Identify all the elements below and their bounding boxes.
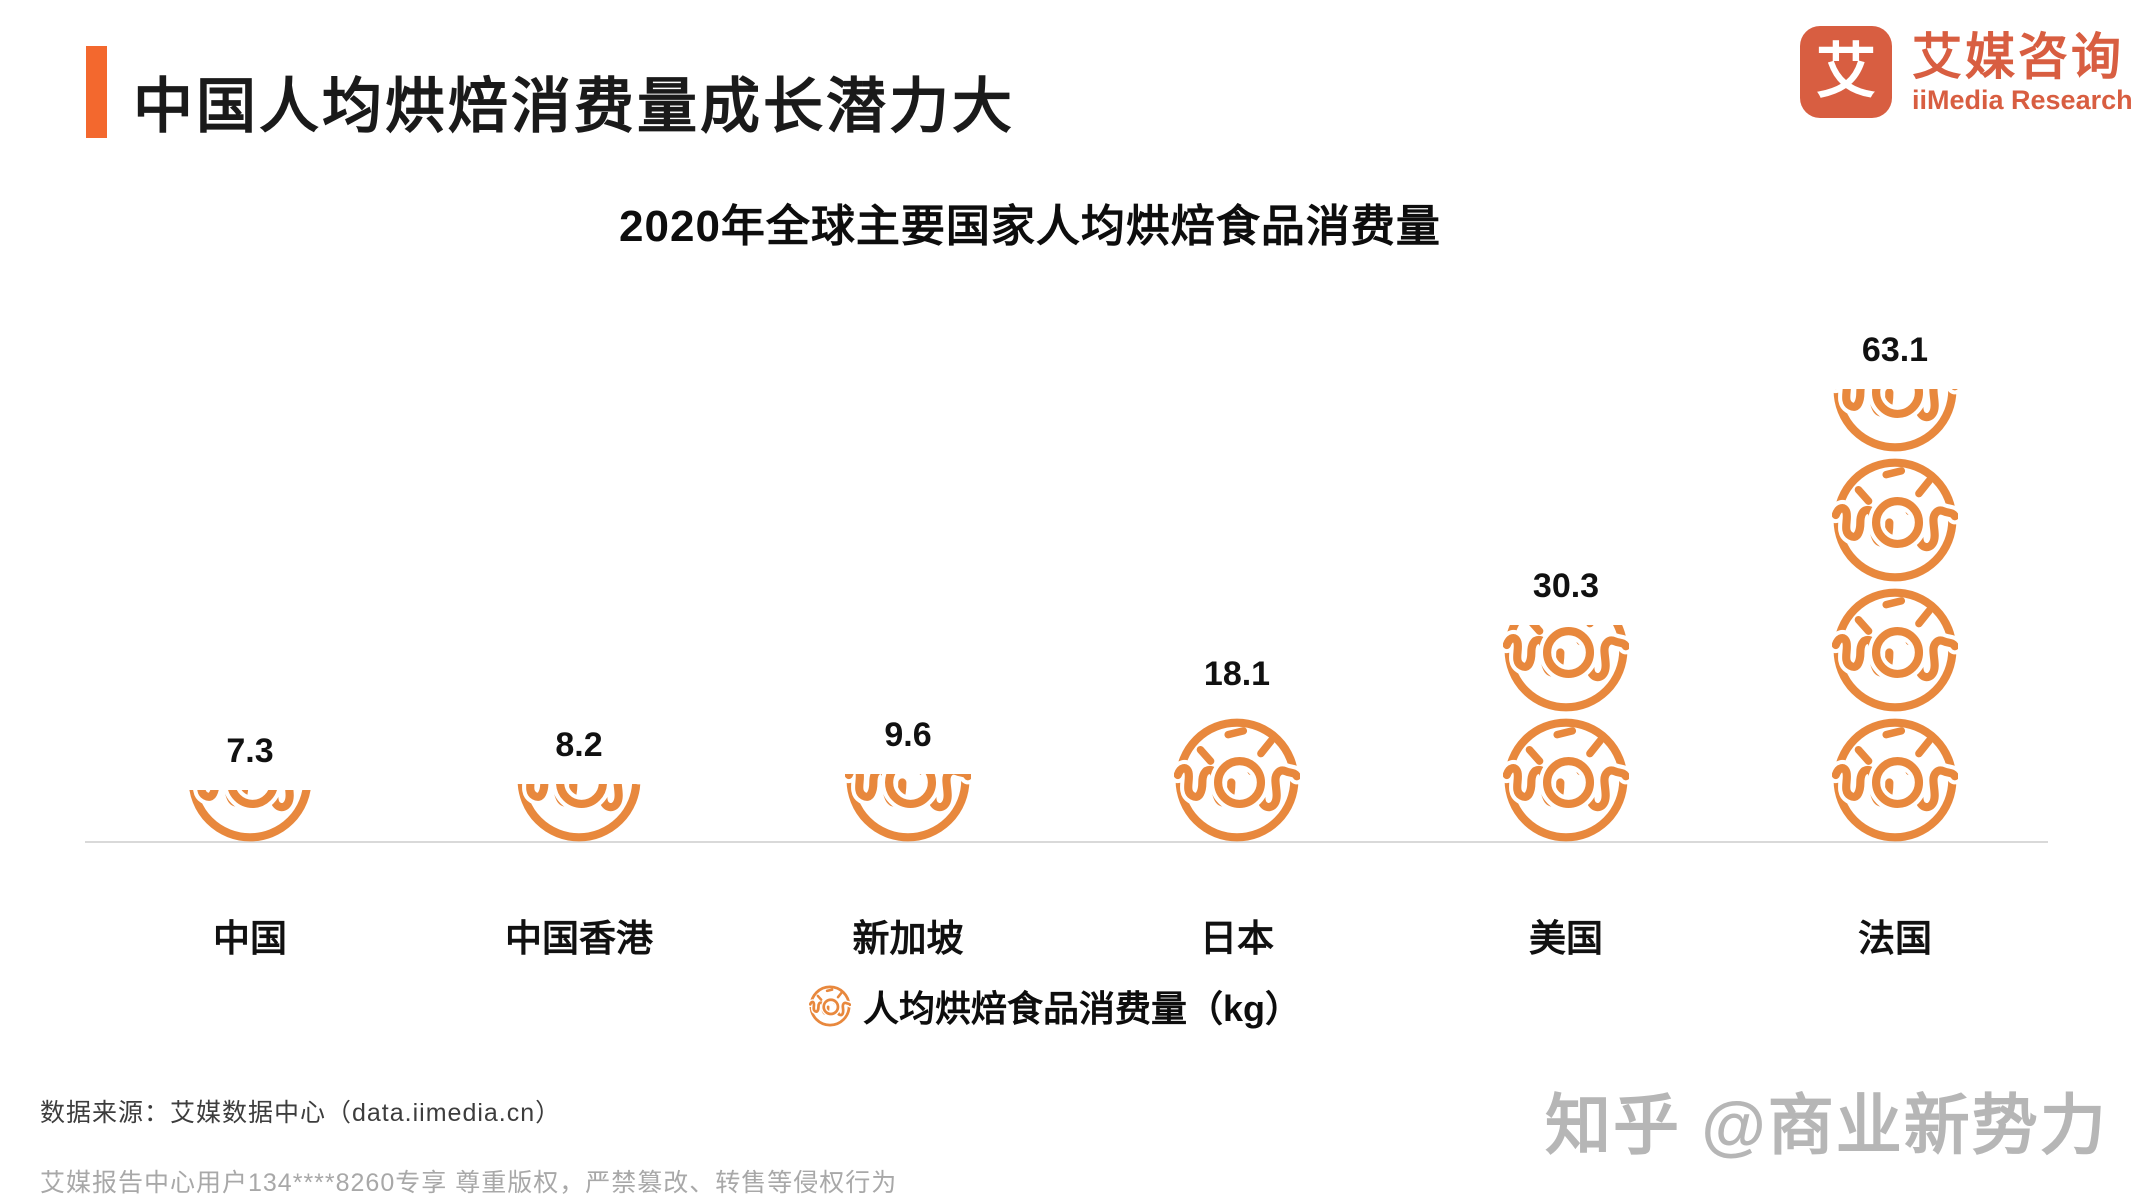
watermark: 知乎 @商业新势力 [1545,1088,2108,1162]
value-label: 7.3 [226,732,274,770]
logo-name-en: iiMedia Research [1912,85,2133,115]
donut-icon [1503,625,1629,713]
pictogram-stack-日本 [1174,713,1300,843]
logo-glyph: 艾 [1816,38,1876,105]
donut-icon [1832,717,1958,843]
pictogram-stack-法国 [1832,389,1958,843]
pictogram-stack-中国 [187,790,313,843]
donut-icon [1832,389,1958,453]
title-accent-bar [86,46,107,138]
donut-icon [1174,717,1300,843]
iimedia-logo-icon: 艾 [1800,26,1892,118]
value-label: 8.2 [555,726,603,764]
donut-icon [1832,457,1958,583]
value-label: 30.3 [1532,567,1600,605]
pictogram-stack-中国香港 [516,784,642,843]
category-label: 新加坡 [852,918,964,959]
x-axis-line [85,841,2048,843]
value-label: 9.6 [884,716,932,754]
donut-icon [516,784,642,843]
category-label: 中国香港 [505,918,653,959]
page-title: 中国人均烘焙消费量成长潜力大 [133,73,1015,140]
data-source-note: 数据来源：艾媒数据中心（data.iimedia.cn） [40,1099,562,1127]
donut-icon [1503,717,1629,843]
category-label: 日本 [1200,918,1274,959]
value-label: 18.1 [1203,655,1271,693]
legend-label: 人均烘焙食品消费量（kg） [862,988,1301,1029]
donut-icon [808,985,851,1027]
value-label: 63.1 [1861,331,1929,369]
pictogram-stack-美国 [1503,625,1629,843]
logo-name-cn: 艾媒咨询 [1912,29,2124,85]
logo-text: 艾媒咨询 iiMedia Research [1912,29,2133,115]
donut-icon [845,774,971,843]
category-label: 法国 [1858,918,1932,959]
copyright-note: 艾媒报告中心用户134****8260专享 尊重版权，严禁篡改、转售等侵权行为 [40,1169,898,1197]
chart-legend: 人均烘焙食品消费量（kg） [0,980,2110,1032]
donut-icon [1832,587,1958,713]
category-label: 美国 [1529,918,1603,959]
iimedia-logo: 艾 艾媒咨询 iiMedia Research [1800,26,2133,118]
category-label: 中国 [213,918,287,959]
donut-icon [187,790,313,843]
pictogram-stack-新加坡 [845,774,971,843]
chart-title: 2020年全球主要国家人均烘焙食品消费量 [619,202,1441,251]
